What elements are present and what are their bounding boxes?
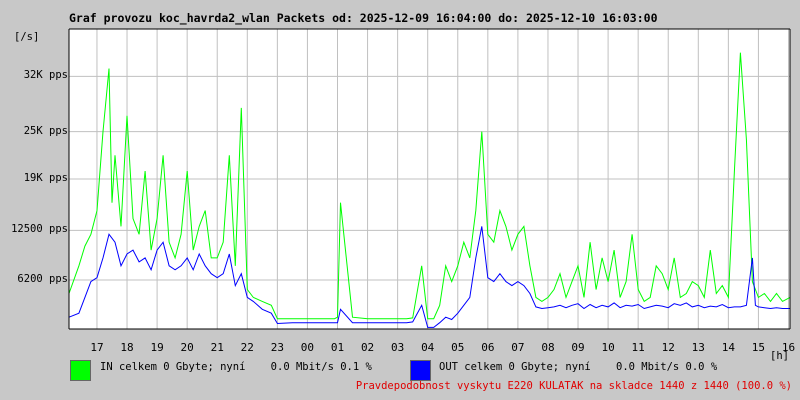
in-legend-swatch [70,360,91,381]
x-tick-label: 23 [270,341,284,354]
x-tick-label: 09 [571,341,585,354]
x-tick-label: 17 [90,341,104,354]
x-tick-label: 14 [721,341,735,354]
x-tick-label: 21 [210,341,224,354]
x-unit-label: [h] [770,350,789,362]
y-tick-label: 19K pps [23,172,68,184]
x-tick-label: 20 [180,341,194,354]
x-tick-label: 00 [300,341,315,354]
y-tick-label: 32K pps [23,69,68,82]
out-legend-swatch [410,360,431,381]
chart-title: Graf provozu koc_havrda2_wlan Packets od… [69,11,658,25]
x-tick-label: 11 [631,341,645,354]
y-tick-label: 12500 pps [11,223,68,236]
x-tick-label: 16 [781,341,796,354]
series-line-out [68,226,790,328]
x-tick-label: 12 [661,341,675,354]
x-tick-label: 07 [511,341,525,354]
x-tick-label: 08 [541,341,555,354]
x-tick-label: 01 [330,341,345,354]
x-tick-label: 02 [360,341,375,354]
x-tick-label: 06 [481,341,495,354]
y-unit-label: [/s] [14,31,40,43]
in-legend-text: IN celkem 0 Gbyte; nyní 0.0 Mbit/s 0.1 % [100,361,372,373]
x-tick-label: 22 [240,341,254,354]
y-tick-label: 25K pps [23,124,68,137]
out-legend-text: OUT celkem 0 Gbyte; nyní 0.0 Mbit/s 0.0 … [439,361,718,373]
probability-note: Pravdepodobnost vyskytu E220 KULATAK na … [355,380,792,392]
x-tick-label: 03 [391,341,405,354]
series-line-in [68,52,791,320]
x-tick-label: 05 [451,341,465,354]
x-tick-label: 04 [421,341,435,354]
x-tick-label: 15 [751,341,766,354]
x-tick-label: 19 [150,341,164,354]
y-tick-label: 6200 pps [17,273,68,286]
x-tick-label: 10 [601,341,615,354]
x-tick-label: 13 [691,341,705,354]
x-tick-label: 18 [120,341,134,354]
